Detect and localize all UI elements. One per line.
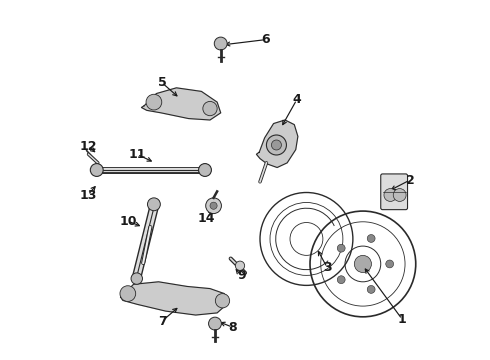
Circle shape [367, 285, 375, 293]
Text: 7: 7 [158, 315, 167, 328]
Circle shape [131, 273, 143, 284]
Text: 11: 11 [128, 148, 146, 161]
Text: 1: 1 [398, 313, 407, 326]
Circle shape [215, 294, 230, 308]
Circle shape [214, 37, 227, 50]
Text: 5: 5 [158, 76, 167, 89]
Circle shape [209, 317, 221, 330]
Text: 8: 8 [228, 321, 237, 334]
Text: 3: 3 [323, 261, 331, 274]
Text: 13: 13 [79, 189, 97, 202]
Text: 10: 10 [119, 215, 137, 228]
Text: 6: 6 [261, 33, 270, 46]
Circle shape [90, 163, 103, 176]
Circle shape [198, 163, 211, 176]
Circle shape [384, 189, 397, 202]
Text: 2: 2 [406, 174, 415, 186]
Text: 9: 9 [237, 269, 246, 282]
Polygon shape [256, 120, 298, 167]
Circle shape [337, 276, 345, 284]
Polygon shape [121, 282, 228, 315]
Circle shape [120, 286, 136, 301]
Text: 14: 14 [197, 212, 215, 225]
Circle shape [367, 234, 375, 242]
Circle shape [393, 189, 406, 202]
Polygon shape [142, 88, 220, 120]
Circle shape [147, 198, 160, 211]
Circle shape [206, 198, 221, 213]
Text: 12: 12 [79, 140, 97, 153]
Circle shape [337, 244, 345, 252]
Circle shape [386, 260, 393, 268]
Circle shape [210, 202, 217, 209]
Circle shape [354, 255, 371, 273]
Circle shape [267, 135, 287, 155]
FancyBboxPatch shape [381, 174, 408, 210]
Circle shape [146, 94, 162, 110]
Circle shape [235, 261, 245, 270]
Circle shape [271, 140, 281, 150]
Text: 4: 4 [293, 93, 301, 106]
Circle shape [203, 102, 217, 116]
